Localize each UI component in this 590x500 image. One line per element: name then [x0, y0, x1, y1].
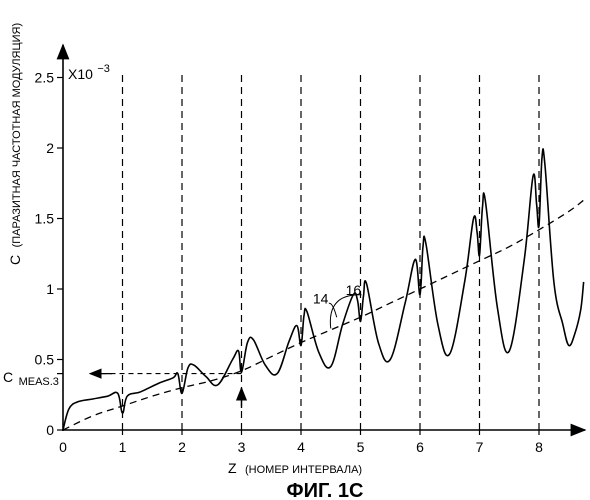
y-axis-label-main: C [7, 255, 23, 265]
x-tick-label-3: 3 [238, 439, 246, 455]
x-tick-label-7: 7 [476, 439, 484, 455]
y-tick-label-1: 1 [46, 281, 54, 297]
y-tick-label-2: 2 [46, 140, 54, 156]
series-line-16 [63, 200, 584, 430]
figure-title: ФИГ. 1C [287, 480, 364, 500]
callout-label-14: 14 [313, 290, 329, 306]
x-tick-label-8: 8 [535, 439, 543, 455]
y-multiplier: X10 −3 [68, 63, 110, 83]
y-tick-label-0: 0 [46, 422, 54, 438]
y-tick-label-1.5: 1.5 [35, 211, 55, 227]
y-multiplier-base: X10 [68, 66, 93, 82]
callout-leader-14 [329, 303, 337, 317]
y-axis-label-sub: (ПАРАЗИТНАЯ ЧАСТОТНАЯ МОДУЛЯЦИЯ) [11, 23, 23, 248]
x-tick-label-5: 5 [357, 439, 365, 455]
x-tick-label-1: 1 [119, 439, 127, 455]
cmeas-label: C MEAS.3 [3, 369, 59, 388]
y-tick-label-0.5: 0.5 [35, 352, 55, 368]
y-axis-label: C (ПАРАЗИТНАЯ ЧАСТОТНАЯ МОДУЛЯЦИЯ) [7, 23, 24, 265]
x-tick-label-4: 4 [297, 439, 305, 455]
cmeas-label-sub: MEAS.3 [19, 376, 59, 388]
y-axis-label-group: C (ПАРАЗИТНАЯ ЧАСТОТНАЯ МОДУЛЯЦИЯ) [7, 23, 24, 265]
x-tick-label-6: 6 [416, 439, 424, 455]
x-tick-label-2: 2 [178, 439, 186, 455]
y-multiplier-exponent: −3 [97, 63, 110, 75]
x-axis-label-sub: (НОМЕР ИНТЕРВАЛА) [245, 464, 362, 476]
callout-label-16: 16 [346, 282, 362, 298]
cmeas-label-main: C [3, 369, 13, 385]
x-axis-label: Z (НОМЕР ИНТЕРВАЛА) [228, 460, 362, 477]
x-axis-label-main: Z [228, 460, 237, 476]
x-tick-label-0: 0 [59, 439, 67, 455]
grid-layer [123, 72, 540, 430]
y-tick-label-2.5: 2.5 [35, 70, 55, 86]
